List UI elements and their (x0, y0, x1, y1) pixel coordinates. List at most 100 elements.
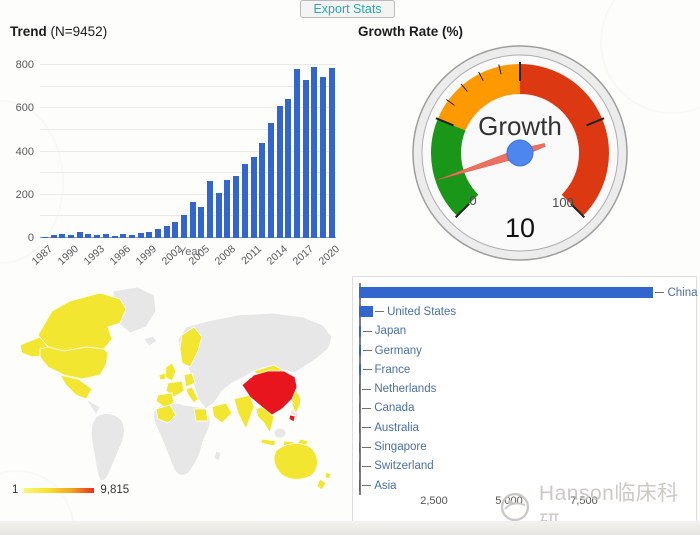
trend-bar-1995[interactable] (111, 235, 118, 238)
country-canada[interactable] (37, 292, 127, 352)
country-madagascar[interactable] (213, 450, 222, 462)
country-bar[interactable] (359, 287, 654, 299)
trend-bar-1994[interactable] (102, 233, 109, 238)
country-united-kingdom[interactable] (164, 362, 177, 382)
country-china[interactable] (241, 370, 298, 416)
country-bar[interactable] (359, 460, 361, 472)
label-leader-line (362, 427, 372, 429)
country-india[interactable] (233, 394, 255, 431)
gauge-tick (498, 64, 502, 75)
label-leader-line (362, 465, 372, 467)
country-label: Germany (374, 344, 422, 357)
country-label: China (667, 286, 698, 299)
country-row-china: China (359, 283, 698, 302)
country-bar[interactable] (359, 441, 361, 453)
legend-min-label: 1 (12, 484, 19, 496)
gauge-ticks (435, 62, 605, 219)
world-choropleth-map (19, 286, 333, 491)
trend-bar-2007[interactable] (215, 192, 222, 238)
trend-bar-1988[interactable] (50, 234, 57, 238)
trend-bar-2001[interactable] (163, 226, 170, 238)
country-australia[interactable] (273, 443, 318, 480)
country-germany[interactable] (183, 372, 196, 388)
region-central-america[interactable] (85, 398, 101, 416)
y-tick-label: 400 (15, 145, 34, 158)
country-new-zealand[interactable] (324, 471, 332, 480)
export-stats-button[interactable]: Export Stats (300, 0, 395, 18)
gauge-tick (446, 99, 455, 106)
country-egypt[interactable] (193, 408, 209, 422)
trend-bar-2012[interactable] (259, 142, 266, 238)
trend-bar-1989[interactable] (59, 234, 66, 238)
trend-bar-2013[interactable] (267, 123, 274, 238)
gauge-zone (437, 64, 520, 131)
gridline (40, 64, 336, 65)
trend-bar-2011[interactable] (250, 156, 257, 238)
country-united-states[interactable] (39, 346, 109, 380)
country-italy[interactable] (185, 386, 199, 404)
region-south-america[interactable] (90, 413, 125, 482)
trend-xaxis-title: Year (178, 246, 202, 258)
country-bar[interactable] (359, 402, 361, 414)
trend-bar-2002[interactable] (172, 221, 179, 238)
country-bar[interactable] (359, 306, 374, 318)
trend-bar-2004[interactable] (189, 202, 196, 238)
country-label: Canada (374, 402, 415, 415)
trend-bar-1997[interactable] (128, 235, 135, 238)
country-label: France (374, 363, 411, 376)
country-indonesia[interactable] (260, 438, 277, 447)
trend-bar-1993[interactable] (94, 234, 101, 238)
trend-bars (42, 65, 335, 238)
country-borneo[interactable] (273, 427, 287, 439)
trend-bar-2014[interactable] (276, 106, 283, 238)
country-bar[interactable] (359, 383, 361, 395)
gauge-value: 10 (505, 213, 535, 243)
country-row-switzerland: Switzerland (359, 457, 694, 476)
country-chart-rows: China United States Japan Germany France Neth… (359, 283, 698, 495)
country-saudi-arabia[interactable] (211, 402, 233, 424)
gauge-tick (454, 203, 470, 219)
trend-bar-2000[interactable] (154, 229, 161, 238)
country-iceland[interactable] (143, 335, 158, 347)
trend-bar-2017[interactable] (302, 80, 309, 238)
trend-bar-2016[interactable] (293, 69, 300, 238)
y-tick-label: 800 (15, 59, 34, 71)
trend-bar-2015[interactable] (285, 98, 292, 238)
country-algeria[interactable] (155, 404, 177, 424)
country-bar[interactable] (359, 480, 361, 492)
country-bar[interactable] (359, 325, 361, 337)
trend-bar-2009[interactable] (233, 176, 240, 238)
trend-bar-2019[interactable] (320, 76, 326, 238)
trend-bar-2020[interactable] (328, 68, 335, 238)
country-new-zealand[interactable] (316, 478, 327, 491)
country-ireland[interactable] (158, 372, 167, 381)
label-leader-line (362, 369, 372, 371)
country-scandinavia[interactable] (179, 326, 203, 368)
trend-bar-2010[interactable] (241, 164, 248, 238)
trend-bar-1996[interactable] (120, 234, 127, 238)
country-bar[interactable] (359, 364, 361, 376)
gauge-tick (570, 203, 586, 219)
trend-bar-2008[interactable] (224, 179, 231, 238)
trend-bar-2005[interactable] (198, 206, 205, 238)
country-bar[interactable] (359, 345, 361, 357)
trend-bar-2018[interactable] (311, 67, 318, 238)
trend-bar-1992[interactable] (85, 233, 92, 238)
trend-title-n: (N=9452) (50, 24, 108, 39)
gauge-tick (435, 117, 454, 127)
country-mexico[interactable] (59, 374, 93, 400)
trend-bar-1991[interactable] (76, 231, 83, 238)
trend-bar-1987[interactable] (42, 236, 48, 238)
country-taiwan[interactable] (288, 414, 296, 423)
gridline (40, 193, 336, 195)
trend-bar-2006[interactable] (207, 180, 214, 238)
map-color-legend: 1 9,815 (12, 484, 129, 496)
country-bar[interactable] (359, 422, 361, 434)
trend-bar-1999[interactable] (146, 231, 153, 238)
trend-bar-1998[interactable] (137, 233, 144, 238)
trend-bar-2003[interactable] (181, 215, 187, 238)
gridline (40, 85, 336, 87)
trend-bar-1990[interactable] (68, 234, 75, 238)
gridline (40, 107, 336, 109)
country-row-japan: Japan (359, 322, 694, 341)
